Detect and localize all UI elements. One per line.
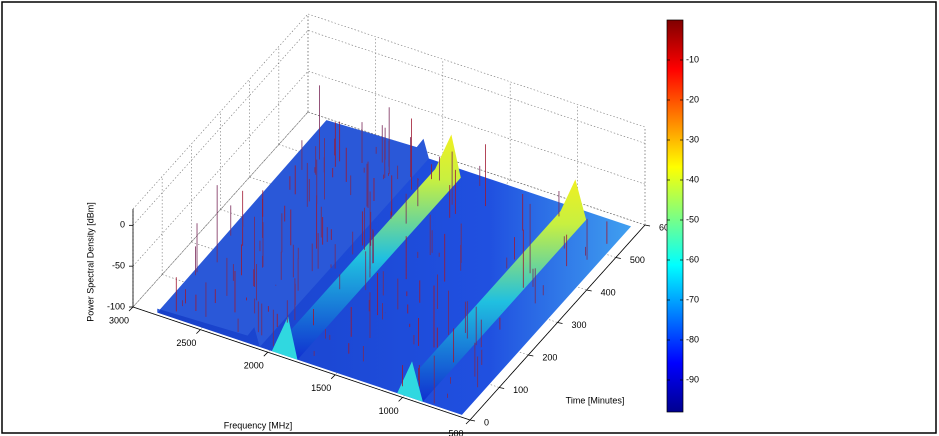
axis-line	[132, 306, 471, 421]
y-tick-label: 100	[513, 385, 528, 395]
colorbar-tick-label: -20	[686, 94, 699, 104]
y-tick-label: 200	[542, 352, 557, 362]
y-tick	[586, 289, 592, 292]
surface	[157, 85, 632, 415]
colorbar-tick-label: -60	[686, 254, 699, 264]
z-tick-label: 0	[120, 220, 125, 230]
axes: 500 1000 1500 2000 2500 3000 0 100 200 300 400 500 6…	[107, 209, 674, 436]
x-tick-label: 1500	[311, 383, 331, 393]
x-tick	[263, 351, 269, 357]
raised-region	[157, 120, 429, 348]
colorbar-tick-label: -50	[686, 214, 699, 224]
y-axis-label: Time [Minutes]	[566, 395, 625, 405]
y-tick	[644, 224, 651, 227]
box-edge	[307, 13, 646, 128]
x-tick	[398, 397, 403, 402]
colorbar-tick-label: -70	[686, 294, 699, 304]
colorbar-tick-label: -90	[686, 374, 699, 384]
colorbar-tick-label: -30	[686, 134, 699, 144]
x-axis-label: Frequency [MHz]	[224, 420, 293, 430]
y-tick-label: 300	[572, 320, 587, 330]
y-tick-label: 500	[630, 255, 645, 265]
x-tick	[128, 306, 134, 312]
y-tick-label: 0	[484, 417, 489, 427]
y-tick	[499, 387, 505, 389]
x-tick	[196, 329, 201, 334]
colorbar-tick-label: -80	[686, 334, 699, 344]
x-tick-label: 2000	[244, 361, 264, 371]
x-tick-label: 1000	[379, 406, 399, 416]
ridge	[397, 179, 587, 402]
ridge-front	[397, 361, 423, 402]
colorbar-tick-label: -10	[686, 54, 699, 64]
y-tick	[615, 257, 621, 259]
z-tick-label: -50	[112, 261, 125, 271]
colorbar	[666, 19, 684, 413]
ridge-front	[271, 316, 298, 360]
colorbar-tick-label: -40	[686, 174, 699, 184]
x-tick-label: 3000	[109, 315, 129, 325]
x-tick	[330, 374, 336, 380]
x-tick-label: 500	[448, 428, 463, 436]
y-tick-label: 400	[601, 287, 616, 297]
x-tick-label: 2500	[176, 338, 196, 348]
z-tick-label: -100	[107, 301, 125, 311]
x-tick	[465, 419, 471, 425]
y-tick	[469, 419, 476, 422]
z-axis-label: Power Spectral Density [dBm]	[85, 202, 95, 322]
y-tick	[557, 322, 563, 324]
ridge	[271, 134, 461, 360]
y-tick-label: 600	[659, 222, 674, 232]
y-tick	[528, 354, 534, 357]
box-edge	[132, 13, 309, 210]
colorbar-ticks: -90 -80 -70 -60 -50 -40 -30 -20 -10	[667, 54, 699, 384]
